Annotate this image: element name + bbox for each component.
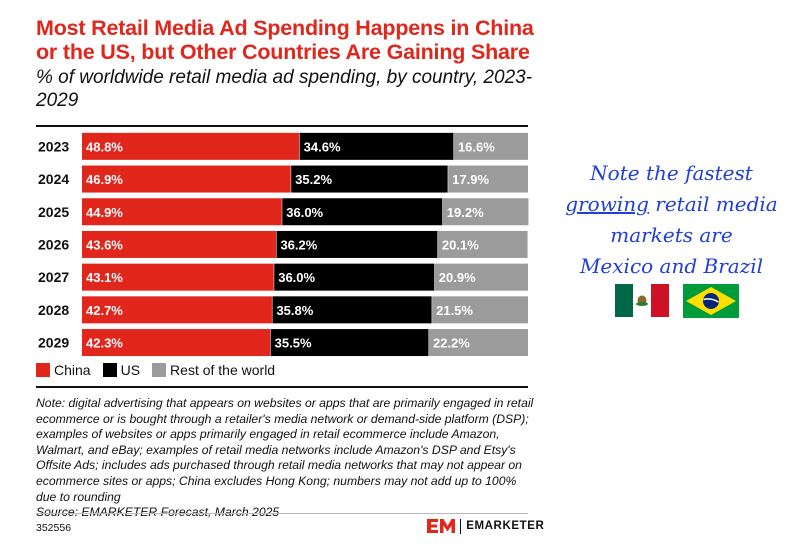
bar-row-2028: 2028 42.7% 35.8% 21.5% xyxy=(38,296,528,324)
emarketer-brand: EM EMARKETER xyxy=(426,518,544,534)
annotation-underlined-word: growing xyxy=(565,192,649,216)
legend-label: Rest of the world xyxy=(170,362,276,378)
legend-label: US xyxy=(120,362,141,378)
bar-segment-rest-of-the-world xyxy=(453,132,528,160)
data-label: 42.7% xyxy=(86,303,123,318)
bar-segment-china xyxy=(82,198,283,226)
data-label: 35.8% xyxy=(276,303,313,318)
bar-segment-rest-of-the-world xyxy=(448,165,528,193)
data-label: 46.9% xyxy=(86,172,123,187)
chart-id: 352556 xyxy=(36,522,72,534)
bar-segment-china xyxy=(82,165,292,193)
bar-segment-us xyxy=(291,165,449,193)
bar-segment-us xyxy=(299,132,454,160)
data-label: 21.5% xyxy=(436,303,473,318)
data-label: 20.9% xyxy=(439,270,476,285)
year-label: 2026 xyxy=(38,236,69,252)
legend-swatch xyxy=(152,363,167,377)
data-label: 42.3% xyxy=(86,336,123,351)
data-label: 48.8% xyxy=(86,139,123,154)
brazil-flag-globe xyxy=(703,293,719,309)
stacked-bar-chart: 2023 48.8% 34.6% 16.6%2024 46.9% 35.2% 17.9%20… xyxy=(38,132,529,357)
source-text: Source: EMARKETER Forecast, March 2025 xyxy=(36,505,536,521)
legend-item-us: US xyxy=(102,362,141,378)
legend-item-rest-of-the-world: Rest of the world xyxy=(152,362,275,378)
footer-rule xyxy=(36,513,528,514)
data-label: 35.2% xyxy=(295,172,332,187)
data-label: 43.1% xyxy=(86,270,123,285)
year-label: 2029 xyxy=(38,335,69,351)
annotation-line-1: Note the fastest xyxy=(590,161,753,185)
bar-segment-rest-of-the-world xyxy=(442,198,529,226)
mexico-flag-icon xyxy=(615,284,669,317)
bar-segment-us xyxy=(270,329,429,357)
bar-row-2026: 2026 43.6% 36.2% 20.1% xyxy=(38,230,528,258)
brazil-flag-icon xyxy=(683,284,739,318)
year-label: 2027 xyxy=(38,269,69,285)
bar-segment-us xyxy=(272,296,433,324)
mexico-flag-red xyxy=(651,284,669,317)
data-label: 36.0% xyxy=(286,205,323,220)
bar-segment-china xyxy=(82,263,275,291)
data-label: 35.5% xyxy=(275,336,312,351)
bar-segment-china xyxy=(82,132,300,160)
data-label: 44.9% xyxy=(86,205,123,220)
annotation-line-2: growing retail media xyxy=(564,189,779,220)
chart-title: Most Retail Media Ad Spending Happens in… xyxy=(36,16,534,64)
annotation-line-3: markets are xyxy=(610,223,733,247)
data-label: 16.6% xyxy=(458,139,495,154)
bar-row-2024: 2024 46.9% 35.2% 17.9% xyxy=(38,165,528,193)
data-label: 36.0% xyxy=(278,270,315,285)
year-label: 2023 xyxy=(38,138,69,154)
footnote: Note: digital advertising that appears o… xyxy=(36,396,536,521)
year-label: 2024 xyxy=(38,171,69,187)
data-label: 17.9% xyxy=(452,172,489,187)
annotation-line-4: Mexico and Brazil xyxy=(579,254,764,278)
bar-segment-rest-of-the-world xyxy=(428,329,528,357)
bar-segment-china xyxy=(82,296,273,324)
bar-row-2029: 2029 42.3% 35.5% 22.2% xyxy=(38,329,528,357)
legend-swatch xyxy=(102,363,117,377)
legend-swatch xyxy=(36,363,50,377)
bar-segment-china xyxy=(82,230,277,258)
bar-segment-us xyxy=(282,198,443,226)
data-label: 43.6% xyxy=(86,237,123,252)
brand-name: EMARKETER xyxy=(466,520,545,532)
brand-separator xyxy=(460,518,462,534)
chart-subtitle: % of worldwide retail media ad spending,… xyxy=(36,67,533,111)
data-label: 34.6% xyxy=(304,139,341,154)
data-label: 36.2% xyxy=(280,237,317,252)
note-text: Note: digital advertising that appears o… xyxy=(36,396,534,504)
bar-segment-china xyxy=(82,329,271,357)
emarketer-logo-icon: EM xyxy=(427,519,455,533)
annotation-line-2-rest: retail media xyxy=(648,192,778,216)
divider-rule xyxy=(36,386,528,388)
legend-item-china: China xyxy=(36,362,91,378)
bar-row-2027: 2027 43.1% 36.0% 20.9% xyxy=(38,263,528,291)
bar-segment-us xyxy=(274,263,435,291)
bar-row-2023: 2023 48.8% 34.6% 16.6% xyxy=(38,132,528,160)
bar-row-2025: 2025 44.9% 36.0% 19.2% xyxy=(38,198,529,226)
data-label: 22.2% xyxy=(433,336,470,351)
bar-segment-us xyxy=(276,230,438,258)
bar-segment-rest-of-the-world xyxy=(434,263,528,291)
legend-label: China xyxy=(54,362,91,378)
year-label: 2025 xyxy=(38,204,69,220)
data-label: 19.2% xyxy=(447,205,484,220)
bar-segment-rest-of-the-world xyxy=(432,296,528,324)
handwritten-annotation: Note the fastest growing retail media ma… xyxy=(564,158,779,282)
year-label: 2028 xyxy=(38,302,69,318)
legend: China US Rest of the world xyxy=(36,360,287,380)
bar-segment-rest-of-the-world xyxy=(437,230,528,258)
top-rule xyxy=(36,125,528,127)
data-label: 20.1% xyxy=(442,237,479,252)
mexico-flag-green xyxy=(615,284,633,317)
